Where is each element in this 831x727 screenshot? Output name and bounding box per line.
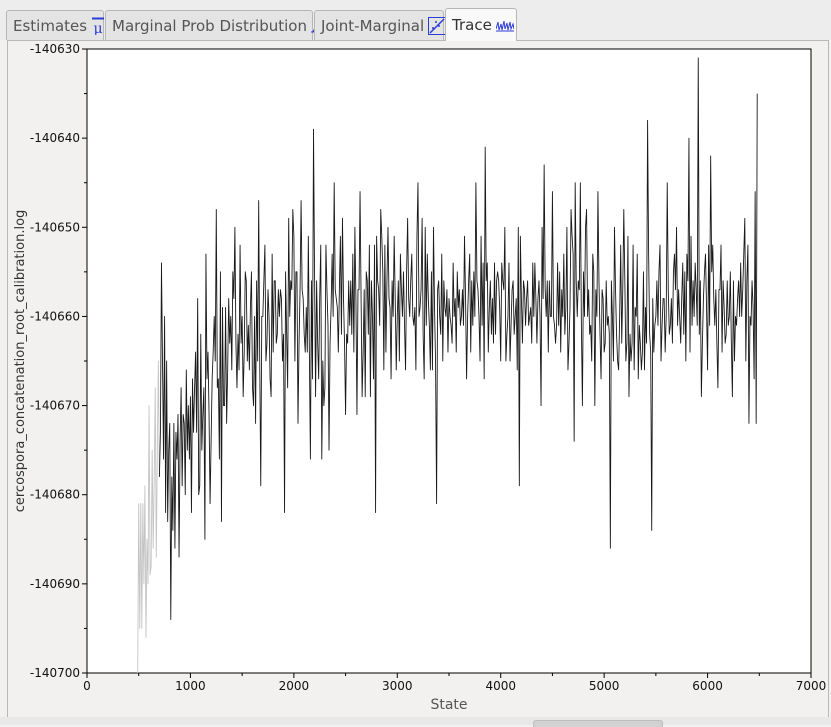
- tab-bar: Estimates μ Marginal Prob Distribution J…: [0, 0, 831, 41]
- x-tick-label: 5000: [589, 679, 620, 693]
- y-tick-label: -140690: [30, 577, 80, 591]
- y-tick-label: -140650: [30, 220, 80, 234]
- tab-marginal-prob-distribution[interactable]: Marginal Prob Distribution: [105, 10, 329, 40]
- x-axis-label: State: [430, 697, 467, 713]
- tab-joint-marginal[interactable]: Joint-Marginal: [314, 10, 447, 40]
- y-tick-label: -140630: [30, 42, 80, 56]
- trace-series-sampled: [158, 57, 758, 620]
- tab-trace[interactable]: Trace: [445, 8, 517, 41]
- y-tick-label: -140680: [30, 488, 80, 502]
- x-tick-label: 3000: [382, 679, 413, 693]
- bottom-splitter-handle[interactable]: [533, 720, 663, 727]
- mean-mu-icon: μ: [91, 17, 105, 35]
- tab-joint-label: Joint-Marginal: [321, 16, 425, 35]
- y-tick-label: -140700: [30, 666, 80, 680]
- tab-estimates[interactable]: Estimates μ: [6, 10, 105, 40]
- tab-marginal-label: Marginal Prob Distribution: [112, 16, 307, 35]
- tab-estimates-label: Estimates: [13, 16, 88, 35]
- x-tick-label: 4000: [485, 679, 516, 693]
- svg-text:μ: μ: [94, 21, 103, 35]
- trace-wave-icon: [495, 18, 514, 32]
- bottom-status-strip: [0, 717, 831, 725]
- x-tick-label: 6000: [692, 679, 723, 693]
- x-tick-label: 2000: [279, 679, 310, 693]
- y-tick-label: -140640: [30, 131, 80, 145]
- trace-series-layer: [137, 57, 758, 674]
- y-tick-label: -140660: [30, 309, 80, 323]
- x-tick-label: 1000: [175, 679, 206, 693]
- x-tick-label: 0: [83, 679, 91, 693]
- trace-series-burn-in: [137, 360, 160, 674]
- axis-ticks: 0 1000 2000 3000 4000 5000 6000 7000 -140630 -140…: [30, 42, 826, 693]
- y-tick-label: -140670: [30, 399, 80, 413]
- y-axis-label: cercospora_concatenation_root_calibratio…: [13, 210, 28, 513]
- x-tick-label: 7000: [796, 679, 827, 693]
- tab-trace-label: Trace: [452, 16, 492, 34]
